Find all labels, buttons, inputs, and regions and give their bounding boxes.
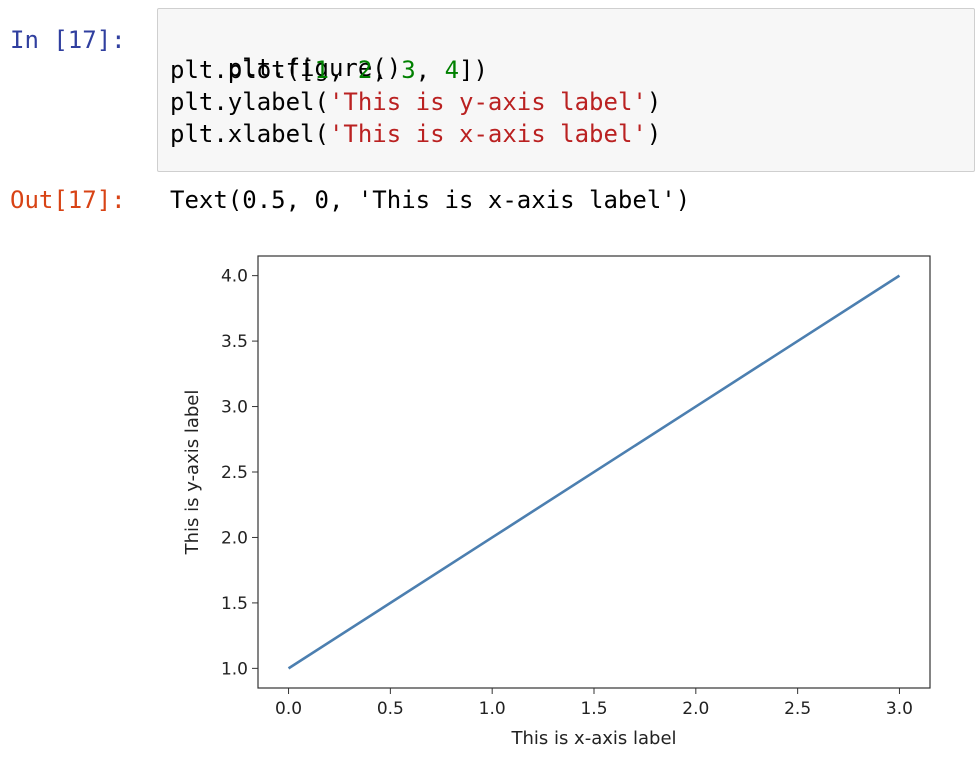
- y-tick-label: 1.0: [221, 659, 248, 679]
- y-tick-label: 2.0: [221, 528, 248, 548]
- x-tick-label: 3.0: [886, 699, 913, 719]
- code-number: 3: [401, 56, 416, 84]
- series-line: [287, 274, 901, 670]
- code-line-2: plt.plot([1, 2, 3, 4]): [170, 56, 488, 84]
- line-chart: 0.0 0.5 1.0 1.5 2.0 2.5 3.0 1.0 1.5 2.0 2.5 3.0 3.5 4…: [170, 240, 940, 760]
- x-axis-label: This is x-axis label: [510, 728, 676, 749]
- y-tick-label: 2.5: [221, 463, 248, 483]
- x-tick-label: 1.0: [479, 699, 506, 719]
- code-cell-input[interactable]: plt.figure() plt.plot([1, 2, 3, 4]) plt.…: [157, 8, 975, 172]
- code-line-4: plt.xlabel('This is x-axis label'): [170, 120, 662, 148]
- input-prompt: In [17]:: [10, 26, 126, 54]
- code-line-3: plt.ylabel('This is y-axis label'): [170, 88, 662, 116]
- code-number: 4: [444, 56, 460, 84]
- x-tick-label: 2.0: [682, 699, 709, 719]
- y-axis-label: This is y-axis label: [182, 390, 203, 556]
- y-tick-label: 1.5: [221, 594, 248, 614]
- y-tick-label: 4.0: [221, 267, 248, 287]
- output-text: Text(0.5, 0, 'This is x-axis label'): [170, 186, 691, 214]
- output-prompt: Out[17]:: [10, 186, 126, 214]
- x-tick-label: 0.5: [377, 699, 404, 719]
- x-tick-label: 1.5: [580, 699, 607, 719]
- code-string: 'This is x-axis label': [328, 120, 647, 148]
- code-string: 'This is y-axis label': [328, 88, 647, 116]
- code-line-1: plt.figure(): [170, 23, 401, 113]
- x-tick-label: 0.0: [275, 699, 302, 719]
- y-tick-label: 3.5: [221, 332, 248, 352]
- code-text: plt.figure(): [227, 54, 402, 82]
- code-number: 1: [314, 56, 329, 84]
- chart-svg: 0.0 0.5 1.0 1.5 2.0 2.5 3.0 1.0 1.5 2.0 2.5 3.0 3.5 4…: [182, 255, 931, 749]
- x-tick-label: 2.5: [784, 699, 811, 719]
- code-number: 2: [357, 56, 373, 84]
- y-tick-label: 3.0: [221, 398, 248, 418]
